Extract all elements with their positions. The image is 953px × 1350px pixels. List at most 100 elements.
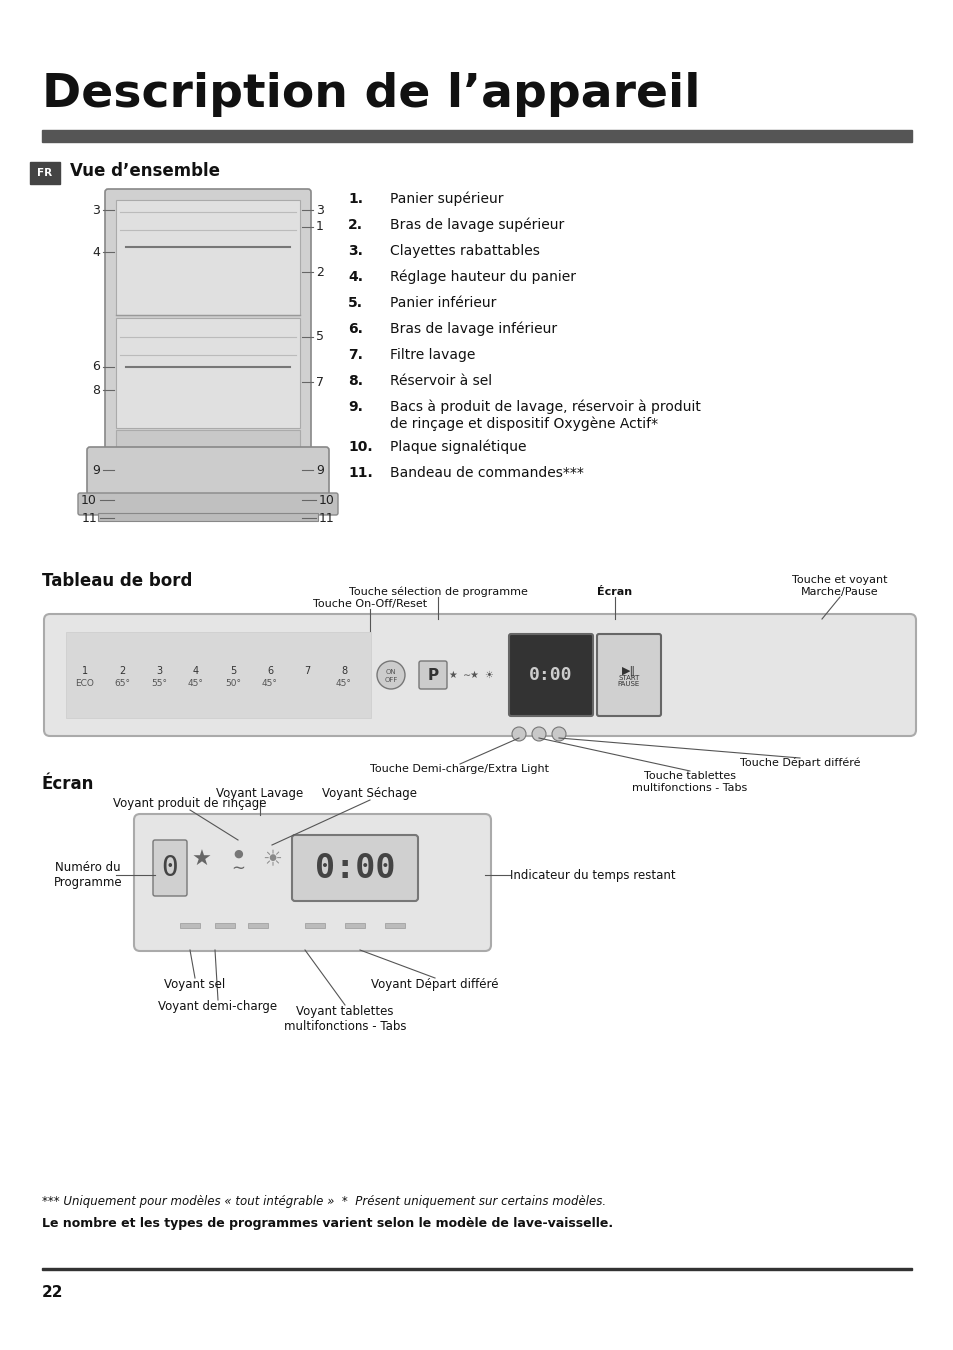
Text: 4: 4 — [92, 246, 100, 258]
Text: 6: 6 — [267, 666, 273, 676]
FancyBboxPatch shape — [418, 662, 447, 688]
Text: 65°: 65° — [113, 679, 130, 687]
Text: 8: 8 — [91, 383, 100, 397]
Text: Voyant produit de rinçage: Voyant produit de rinçage — [113, 796, 267, 810]
Text: Bras de lavage supérieur: Bras de lavage supérieur — [390, 217, 563, 232]
Text: 7: 7 — [304, 666, 310, 676]
Text: Voyant tablettes
multifonctions - Tabs: Voyant tablettes multifonctions - Tabs — [283, 1004, 406, 1033]
Text: 7.: 7. — [348, 348, 362, 362]
Text: Voyant Lavage: Voyant Lavage — [216, 787, 303, 801]
Text: 9: 9 — [92, 463, 100, 477]
Text: 45°: 45° — [188, 679, 204, 687]
Text: ∼: ∼ — [231, 859, 245, 878]
Text: Tableau de bord: Tableau de bord — [42, 572, 193, 590]
Text: Panier inférieur: Panier inférieur — [390, 296, 496, 310]
Text: *** Uniquement pour modèles « tout intégrable »  *  Présent uniquement sur certa: *** Uniquement pour modèles « tout intég… — [42, 1195, 605, 1208]
Bar — [98, 513, 317, 521]
Text: Voyant Départ différé: Voyant Départ différé — [371, 977, 498, 991]
Text: 0:00: 0:00 — [529, 666, 572, 684]
Text: FR: FR — [37, 167, 52, 178]
Text: 4.: 4. — [348, 270, 363, 284]
Text: 50°: 50° — [225, 679, 241, 687]
Text: Touche et voyant
Marche/Pause: Touche et voyant Marche/Pause — [791, 575, 887, 597]
Bar — [116, 462, 299, 497]
Text: Plaque signalétique: Plaque signalétique — [390, 440, 526, 455]
Text: 1: 1 — [315, 220, 323, 234]
Text: ☀: ☀ — [262, 850, 282, 869]
Text: P: P — [427, 667, 438, 683]
FancyBboxPatch shape — [509, 634, 593, 716]
Text: Bandeau de commandes***: Bandeau de commandes*** — [390, 466, 583, 481]
Text: 3: 3 — [92, 204, 100, 216]
Text: 6: 6 — [92, 360, 100, 374]
FancyBboxPatch shape — [133, 814, 491, 950]
Bar — [214, 923, 234, 927]
Text: Touche tablettes
multifonctions - Tabs: Touche tablettes multifonctions - Tabs — [632, 771, 747, 792]
Bar — [305, 923, 325, 927]
Text: 8.: 8. — [348, 374, 363, 387]
Bar — [180, 923, 200, 927]
Bar — [42, 1268, 911, 1270]
Text: ★: ★ — [192, 850, 212, 869]
Text: Bras de lavage inférieur: Bras de lavage inférieur — [390, 323, 557, 336]
Text: 2: 2 — [315, 266, 323, 278]
Text: 55°: 55° — [151, 679, 167, 687]
Text: Réservoir à sel: Réservoir à sel — [390, 374, 492, 387]
Text: Description de l’appareil: Description de l’appareil — [42, 72, 700, 117]
Text: Écran: Écran — [42, 775, 94, 792]
Text: 0:00: 0:00 — [314, 852, 395, 884]
Text: 1.: 1. — [348, 192, 363, 207]
Text: Voyant sel: Voyant sel — [164, 977, 226, 991]
Text: ☀: ☀ — [484, 670, 493, 680]
FancyBboxPatch shape — [105, 189, 311, 454]
Text: Voyant demi-charge: Voyant demi-charge — [158, 1000, 277, 1012]
Text: 10: 10 — [81, 494, 97, 506]
Bar — [66, 632, 371, 718]
Text: 6.: 6. — [348, 323, 362, 336]
Text: 45°: 45° — [262, 679, 277, 687]
Text: Touche On-Off/Reset: Touche On-Off/Reset — [313, 599, 427, 609]
Text: Écran: Écran — [597, 587, 632, 597]
Text: 0: 0 — [161, 855, 178, 882]
Text: 8: 8 — [340, 666, 347, 676]
Circle shape — [512, 728, 525, 741]
Text: 11: 11 — [318, 512, 335, 525]
Text: Touche Départ différé: Touche Départ différé — [739, 757, 860, 768]
Text: ECO: ECO — [75, 679, 94, 687]
Bar — [116, 200, 299, 315]
Bar — [116, 431, 299, 460]
FancyBboxPatch shape — [78, 493, 337, 514]
Bar — [30, 162, 60, 184]
Bar — [188, 468, 210, 483]
Text: ∼★: ∼★ — [462, 670, 479, 680]
Text: 2: 2 — [119, 666, 125, 676]
Text: Vue d’ensemble: Vue d’ensemble — [70, 162, 220, 180]
Text: 3.: 3. — [348, 244, 362, 258]
Text: 10: 10 — [318, 494, 335, 506]
Text: ★: ★ — [448, 670, 456, 680]
Text: Indicateur du temps restant: Indicateur du temps restant — [510, 868, 675, 882]
Circle shape — [532, 728, 545, 741]
Text: OFF: OFF — [384, 676, 397, 683]
Text: START
PAUSE: START PAUSE — [618, 675, 639, 687]
Text: 4: 4 — [193, 666, 199, 676]
Text: Touche sélection de programme: Touche sélection de programme — [348, 586, 527, 597]
Text: 9.: 9. — [348, 400, 362, 414]
Text: ●: ● — [233, 849, 243, 859]
Text: ▶‖: ▶‖ — [621, 666, 636, 676]
Bar — [116, 319, 299, 428]
FancyBboxPatch shape — [597, 634, 660, 716]
Text: 10.: 10. — [348, 440, 373, 454]
Text: 7: 7 — [315, 375, 324, 389]
Text: Voyant Séchage: Voyant Séchage — [322, 787, 417, 801]
Text: Panier supérieur: Panier supérieur — [390, 192, 503, 207]
Bar — [345, 923, 365, 927]
FancyBboxPatch shape — [292, 836, 417, 900]
Text: Clayettes rabattables: Clayettes rabattables — [390, 244, 539, 258]
Text: 22: 22 — [42, 1285, 64, 1300]
Text: 11: 11 — [81, 512, 97, 525]
Text: Le nombre et les types de programmes varient selon le modèle de lave-vaisselle.: Le nombre et les types de programmes var… — [42, 1216, 613, 1230]
FancyBboxPatch shape — [87, 447, 329, 498]
Text: Réglage hauteur du panier: Réglage hauteur du panier — [390, 270, 576, 285]
Bar — [385, 923, 405, 927]
